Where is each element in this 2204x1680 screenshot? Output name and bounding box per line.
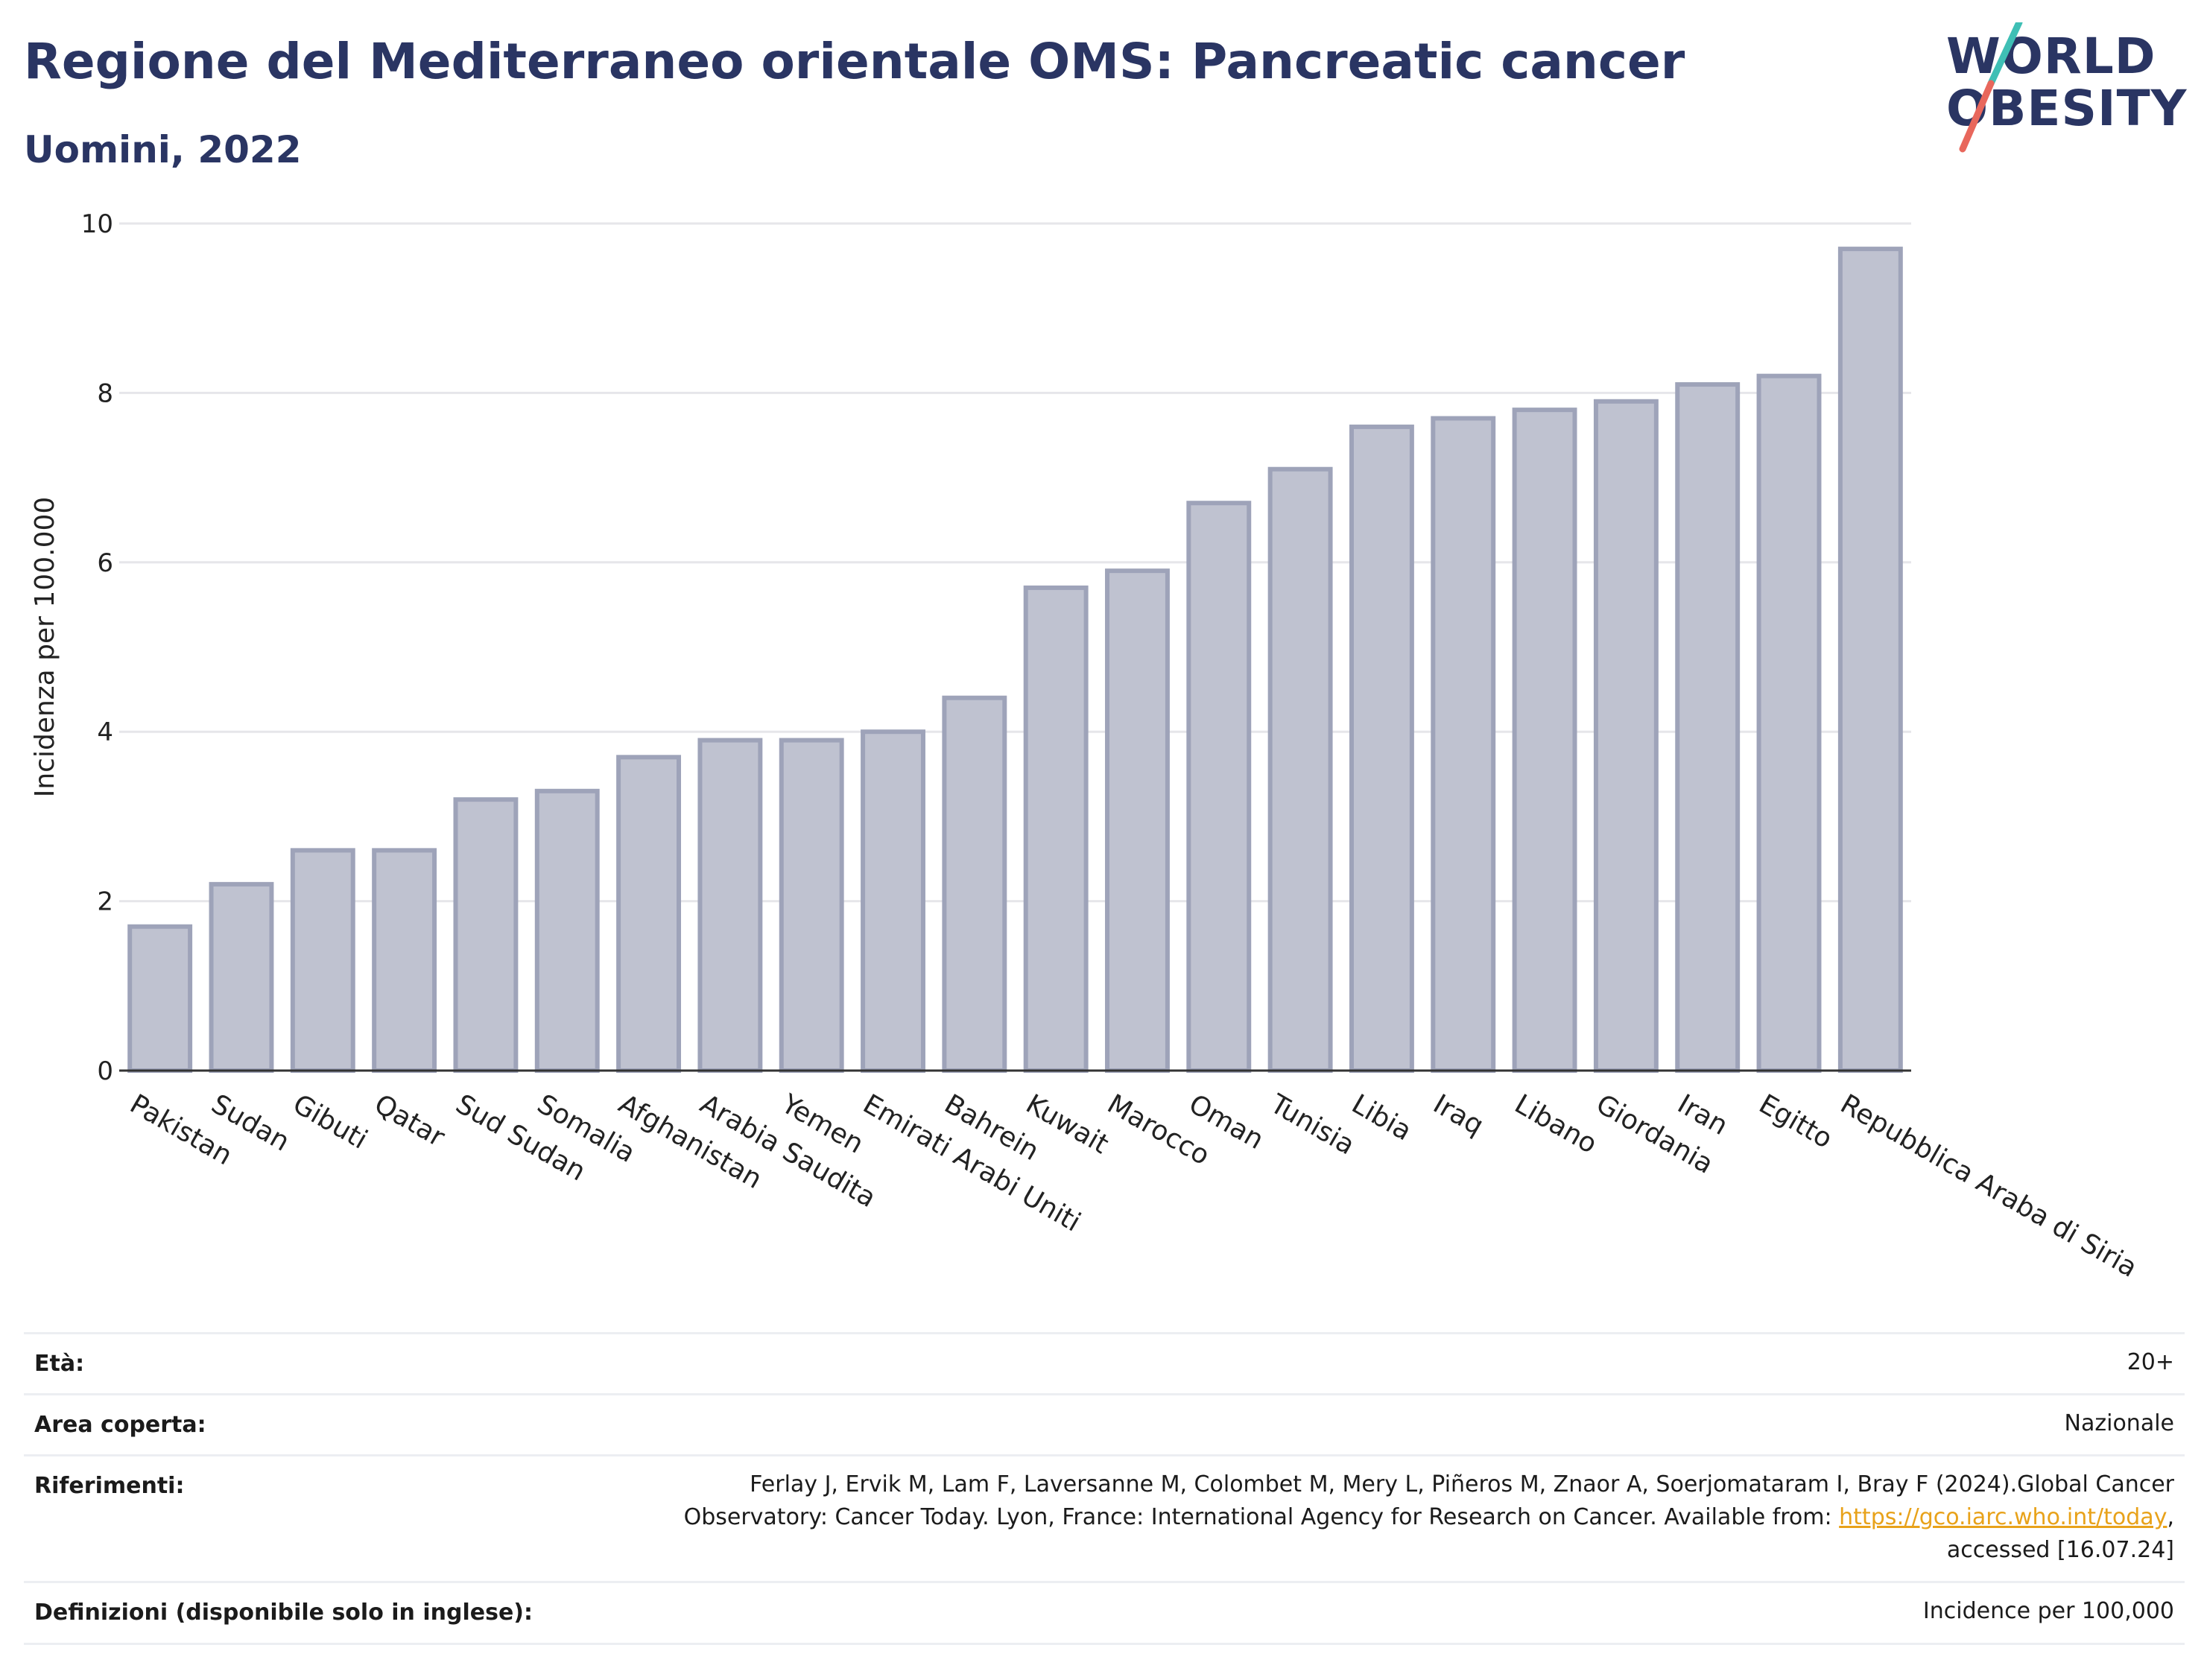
references-line3: accessed [16.07.24] — [1946, 1537, 2174, 1563]
age-label: Età: — [34, 1351, 85, 1377]
logo-slash-teal — [1987, 22, 2023, 87]
definitions-label: Definizioni (disponibile solo in inglese… — [34, 1600, 533, 1626]
references-line2-end: , — [2167, 1504, 2174, 1530]
meta-row-definitions: Definizioni (disponibile solo in inglese… — [24, 1581, 2185, 1645]
bar-kuwait[interactable] — [1023, 585, 1089, 1073]
x-tick-label: Libano — [1510, 1088, 1602, 1159]
bar-arabia-saudita[interactable] — [697, 738, 763, 1073]
area-value: Nazionale — [2064, 1410, 2174, 1436]
bar-pakistan[interactable] — [127, 924, 193, 1073]
y-axis-label: Incidenza per 100.000 — [30, 497, 60, 798]
bar-sudan[interactable] — [209, 881, 274, 1073]
bar-afghanistan[interactable] — [616, 755, 682, 1073]
meta-row-age: Età: 20+ — [24, 1332, 2185, 1394]
metadata-table: Età: 20+ Area coperta: Nazionale Riferim… — [24, 1332, 2185, 1645]
references-line2-text: Observatory: Cancer Today. Lyon, France:… — [683, 1504, 1840, 1530]
bar-iraq[interactable] — [1431, 416, 1496, 1073]
bar-giordania[interactable] — [1593, 399, 1659, 1073]
y-tick-label: 2 — [97, 887, 113, 917]
logo-slash-coral — [1959, 80, 1995, 153]
y-tick-label: 6 — [97, 548, 113, 578]
area-label: Area coperta: — [34, 1412, 206, 1438]
y-tick-label: 0 — [97, 1056, 113, 1086]
bar-oman[interactable] — [1186, 501, 1252, 1073]
age-value: 20+ — [2127, 1349, 2174, 1375]
y-tick-label: 10 — [81, 209, 113, 239]
bar-tunisia[interactable] — [1267, 466, 1333, 1073]
bar-repubblica-araba-di-siria[interactable] — [1837, 247, 1903, 1073]
references-value: Ferlay J, Ervik M, Lam F, Laversanne M, … — [460, 1468, 2174, 1567]
world-obesity-logo: WORLD OBESITY — [1946, 22, 2187, 153]
references-line2: Observatory: Cancer Today. Lyon, France:… — [460, 1501, 2174, 1534]
references-label: Riferimenti: — [34, 1473, 185, 1499]
x-tick-label: Gibuti — [288, 1088, 373, 1155]
x-tick-label: Tunisia — [1264, 1088, 1360, 1161]
y-tick-label: 8 — [97, 378, 113, 408]
chart-subtitle: Uomini, 2022 — [24, 128, 302, 171]
y-axis-ticks: 0 2 4 6 8 10 — [81, 209, 113, 1086]
bar-qatar[interactable] — [372, 848, 437, 1073]
bars — [127, 247, 1903, 1074]
references-link[interactable]: https://gco.iarc.who.int/today — [1839, 1504, 2167, 1530]
bar-yemen[interactable] — [779, 738, 844, 1073]
bar-iran[interactable] — [1675, 382, 1741, 1073]
meta-row-area: Area coperta: Nazionale — [24, 1393, 2185, 1455]
bar-emirati-arabi-uniti[interactable] — [861, 729, 925, 1073]
references-line1: Ferlay J, Ervik M, Lam F, Laversanne M, … — [750, 1471, 2174, 1497]
definitions-value: Incidence per 100,000 — [1922, 1598, 2174, 1624]
bar-sud-sudan[interactable] — [453, 797, 519, 1074]
bar-bahrein[interactable] — [942, 695, 1007, 1073]
bar-gibuti[interactable] — [290, 848, 355, 1073]
bar-egitto[interactable] — [1756, 373, 1822, 1074]
x-tick-label: Iraq — [1428, 1088, 1488, 1141]
y-tick-label: 4 — [97, 717, 113, 747]
logo-line1: WORLD — [1946, 28, 2156, 85]
bar-marocco[interactable] — [1105, 568, 1170, 1073]
meta-row-references: Riferimenti: Ferlay J, Ervik M, Lam F, L… — [24, 1454, 2185, 1582]
x-tick-label: Egitto — [1754, 1088, 1837, 1154]
x-tick-label: Repubblica Araba di Siria — [1835, 1088, 2142, 1284]
bar-somalia[interactable] — [534, 788, 600, 1074]
bar-libano[interactable] — [1512, 408, 1577, 1073]
x-tick-label: Qatar — [369, 1088, 449, 1153]
chart-title: Regione del Mediterraneo orientale OMS: … — [24, 33, 1685, 90]
bar-libia[interactable] — [1349, 424, 1414, 1073]
